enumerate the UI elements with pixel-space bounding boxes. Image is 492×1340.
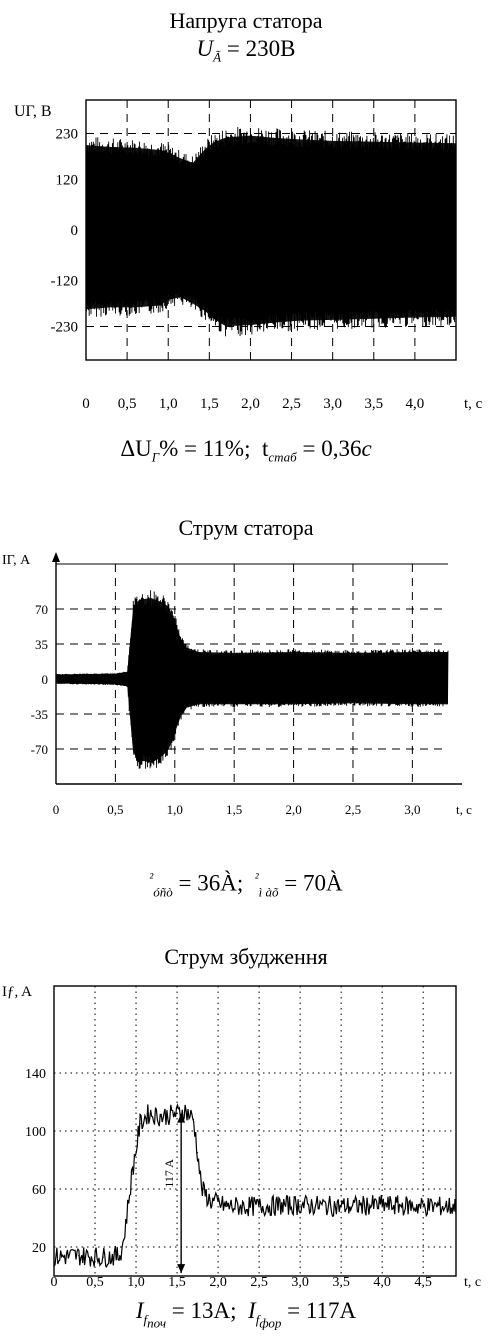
x-tick-label: 4,0 (373, 1275, 391, 1290)
y-tick-label: 20 (32, 1241, 46, 1256)
y-axis-label: Iƒ, A (2, 984, 32, 1000)
x-tick-label: 0 (51, 1275, 58, 1290)
x-tick-label: 2,0 (241, 396, 260, 412)
y-tick-label: 0 (42, 672, 49, 687)
y-tick-label: -230 (51, 319, 79, 335)
data-point (160, 1115, 162, 1118)
x-tick-label: 1,5 (200, 396, 219, 412)
data-point (147, 1113, 149, 1115)
x-tick-label: 2,5 (250, 1275, 268, 1290)
y-tick-label: 35 (35, 637, 48, 652)
x-tick-label: 0 (53, 802, 60, 817)
data-point (192, 1118, 195, 1120)
data-point (455, 1205, 457, 1207)
chart1-subtitle: UÃ = 230B (196, 36, 296, 65)
data-point (299, 1204, 301, 1206)
signal-envelope (56, 598, 448, 763)
x-tick-label: 1,0 (167, 802, 183, 817)
data-point (53, 1256, 55, 1258)
y-tick-label: 230 (56, 127, 79, 143)
y-axis-label: UΓ, B (14, 103, 52, 120)
data-point (422, 1205, 424, 1207)
x-tick-label: 2,0 (209, 1275, 227, 1290)
x-tick-label: 1,0 (159, 396, 178, 412)
x-tick-label: 0,5 (86, 1275, 104, 1290)
x-tick-label: 3,5 (364, 396, 383, 412)
data-point (139, 1123, 141, 1125)
chart1-footer: ΔUΓ% = 11%; tстаб = 0,36c (120, 436, 372, 465)
data-point (196, 1152, 199, 1154)
x-tick-label: 3,5 (332, 1275, 350, 1290)
x-axis-label: t, c (464, 396, 483, 412)
y-axis-arrow (52, 552, 60, 562)
chart2-title: Струм статора (178, 515, 314, 540)
data-point (184, 1110, 186, 1112)
data-point (258, 1205, 260, 1207)
data-point (131, 1173, 133, 1176)
annotation-label: 117 A (162, 1159, 176, 1188)
x-tick-label: 2,5 (282, 396, 301, 412)
y-axis-label: IΓ, A (2, 553, 31, 568)
x-tick-label: 3,0 (291, 1275, 309, 1290)
data-point (123, 1239, 125, 1241)
data-point (102, 1256, 104, 1258)
x-tick-label: 1,5 (226, 802, 242, 817)
chart3-footer: Ifпоч = 13A; Ifфор = 117A (135, 1298, 357, 1331)
annotation-arrowhead-bottom (177, 1264, 186, 1274)
y-tick-label: -70 (31, 742, 48, 757)
data-point (225, 1205, 227, 1207)
signal-trace (53, 1102, 457, 1268)
x-tick-label: 0 (82, 396, 90, 412)
data-point (119, 1255, 121, 1257)
x-tick-label: 1,0 (127, 1275, 145, 1290)
x-tick-label: 2,5 (345, 802, 361, 817)
x-tick-label: 0,5 (107, 802, 123, 817)
annotation-arrowhead-top (177, 1113, 186, 1123)
chart2-footer: ²óñò = 36À; ²ì àõ = 70À (149, 870, 343, 900)
x-axis-label: t, c (456, 802, 472, 817)
y-tick-label: 140 (25, 1067, 46, 1082)
x-tick-label: 4,0 (406, 396, 425, 412)
x-tick-label: 2,0 (285, 802, 301, 817)
y-tick-label: 100 (25, 1125, 46, 1140)
y-tick-label: -35 (31, 707, 48, 722)
y-tick-label: 0 (71, 223, 79, 239)
y-tick-label: -120 (51, 273, 79, 289)
chart3-plot: 0 0,5 1,0 1,5 2,0 2,5 3,0 3,5 4,0 4,5 t, c 140 100 60… (2, 984, 481, 1290)
x-axis-label: t, c (464, 1275, 481, 1290)
x-tick-label: 3,0 (323, 396, 342, 412)
x-tick-label: 4,5 (414, 1275, 432, 1290)
chart1-plot: 0 0,5 1,0 1,5 2,0 2,5 3,0 3,5 4,0 t, c 230 120 0 -120… (14, 99, 483, 412)
y-tick-label: 120 (56, 173, 79, 189)
data-point (201, 1188, 203, 1190)
data-point (176, 1113, 178, 1115)
data-point (209, 1200, 211, 1202)
y-tick-label: 60 (32, 1183, 46, 1198)
y-tick-label: 70 (35, 602, 48, 617)
x-tick-label: 3,0 (404, 802, 420, 817)
data-point (381, 1204, 383, 1206)
chart1-title: Напруга статора (169, 8, 323, 33)
x-tick-label: 0,5 (118, 396, 137, 412)
chart3-title: Струм збудження (164, 944, 328, 969)
signal-envelope (86, 135, 456, 327)
x-tick-label: 1,5 (168, 1275, 186, 1290)
data-point (340, 1205, 342, 1207)
data-point (78, 1255, 80, 1257)
chart2-plot: 0 0,5 1,0 1,5 2,0 2,5 3,0 t, c 70 35 0 -35 -70 IΓ, A (2, 552, 472, 817)
